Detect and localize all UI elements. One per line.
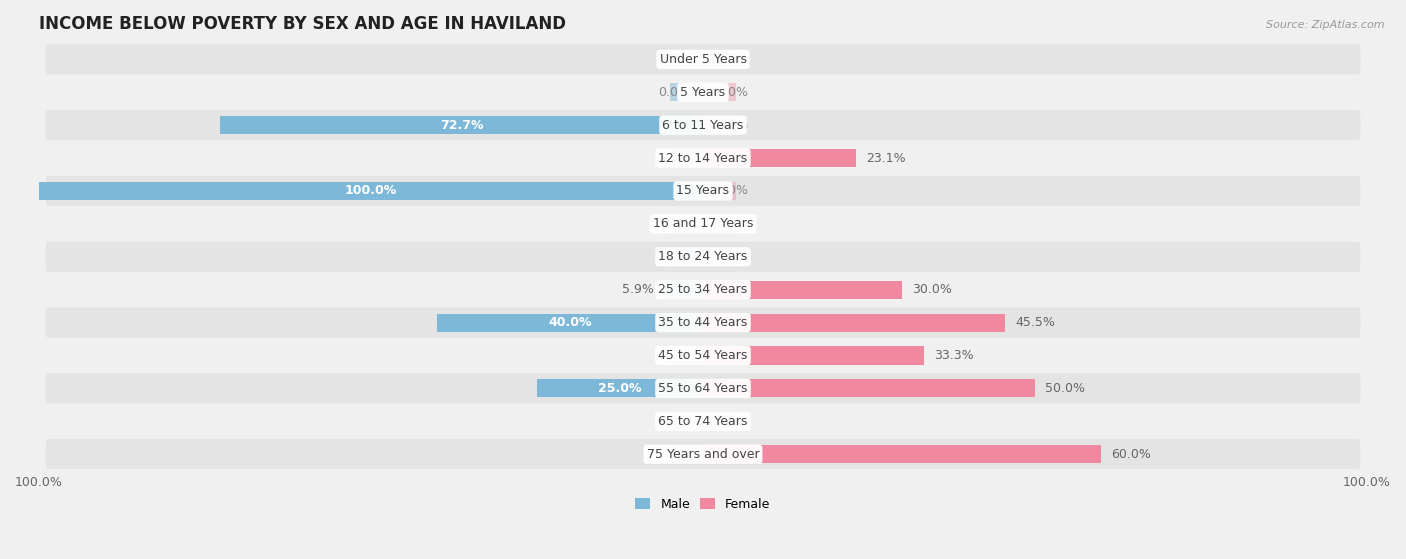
Bar: [669, 50, 703, 68]
Bar: [703, 83, 737, 101]
Bar: [703, 116, 737, 134]
Text: 60.0%: 60.0%: [1111, 448, 1152, 461]
FancyBboxPatch shape: [45, 373, 1361, 404]
FancyBboxPatch shape: [45, 274, 1361, 305]
Bar: [664, 281, 703, 299]
Bar: [703, 248, 737, 266]
Bar: [703, 50, 737, 68]
Bar: [221, 116, 703, 134]
Text: 0.0%: 0.0%: [716, 217, 748, 230]
Bar: [703, 314, 1005, 331]
Bar: [703, 380, 1035, 397]
Text: 25.0%: 25.0%: [598, 382, 641, 395]
Text: 45 to 54 Years: 45 to 54 Years: [658, 349, 748, 362]
Bar: [669, 149, 703, 167]
Text: 72.7%: 72.7%: [440, 119, 484, 132]
Text: 35 to 44 Years: 35 to 44 Years: [658, 316, 748, 329]
Legend: Male, Female: Male, Female: [630, 492, 776, 516]
Text: 40.0%: 40.0%: [548, 316, 592, 329]
Text: 0.0%: 0.0%: [658, 86, 690, 99]
Bar: [703, 412, 737, 430]
Text: 0.0%: 0.0%: [658, 349, 690, 362]
Bar: [703, 215, 737, 233]
Bar: [669, 412, 703, 430]
Text: 45.5%: 45.5%: [1015, 316, 1054, 329]
Text: 75 Years and over: 75 Years and over: [647, 448, 759, 461]
Bar: [703, 347, 924, 364]
Text: 0.0%: 0.0%: [658, 448, 690, 461]
Text: 65 to 74 Years: 65 to 74 Years: [658, 415, 748, 428]
Text: 12 to 14 Years: 12 to 14 Years: [658, 151, 748, 164]
Bar: [537, 380, 703, 397]
Text: 25 to 34 Years: 25 to 34 Years: [658, 283, 748, 296]
Text: 0.0%: 0.0%: [658, 217, 690, 230]
FancyBboxPatch shape: [45, 110, 1361, 140]
Text: 0.0%: 0.0%: [658, 250, 690, 263]
FancyBboxPatch shape: [45, 307, 1361, 338]
Text: 100.0%: 100.0%: [344, 184, 396, 197]
Bar: [669, 83, 703, 101]
Text: 0.0%: 0.0%: [716, 184, 748, 197]
Text: 55 to 64 Years: 55 to 64 Years: [658, 382, 748, 395]
Text: 16 and 17 Years: 16 and 17 Years: [652, 217, 754, 230]
FancyBboxPatch shape: [45, 340, 1361, 371]
Bar: [39, 182, 703, 200]
Text: 5.9%: 5.9%: [621, 283, 654, 296]
Bar: [703, 182, 737, 200]
Bar: [437, 314, 703, 331]
FancyBboxPatch shape: [45, 77, 1361, 107]
FancyBboxPatch shape: [45, 241, 1361, 272]
Text: 6 to 11 Years: 6 to 11 Years: [662, 119, 744, 132]
Bar: [669, 347, 703, 364]
FancyBboxPatch shape: [45, 406, 1361, 437]
Bar: [669, 215, 703, 233]
Text: 0.0%: 0.0%: [716, 250, 748, 263]
Text: 0.0%: 0.0%: [716, 415, 748, 428]
FancyBboxPatch shape: [45, 143, 1361, 173]
Text: 0.0%: 0.0%: [716, 53, 748, 66]
FancyBboxPatch shape: [45, 439, 1361, 470]
Text: 0.0%: 0.0%: [658, 415, 690, 428]
Bar: [669, 248, 703, 266]
Text: Under 5 Years: Under 5 Years: [659, 53, 747, 66]
Text: 15 Years: 15 Years: [676, 184, 730, 197]
Bar: [669, 445, 703, 463]
FancyBboxPatch shape: [45, 176, 1361, 206]
Text: 18 to 24 Years: 18 to 24 Years: [658, 250, 748, 263]
Text: 0.0%: 0.0%: [716, 119, 748, 132]
FancyBboxPatch shape: [45, 209, 1361, 239]
Text: INCOME BELOW POVERTY BY SEX AND AGE IN HAVILAND: INCOME BELOW POVERTY BY SEX AND AGE IN H…: [39, 15, 567, 33]
Text: Source: ZipAtlas.com: Source: ZipAtlas.com: [1267, 20, 1385, 30]
Text: 0.0%: 0.0%: [716, 86, 748, 99]
Text: 0.0%: 0.0%: [658, 53, 690, 66]
Text: 33.3%: 33.3%: [934, 349, 974, 362]
FancyBboxPatch shape: [45, 44, 1361, 74]
Text: 23.1%: 23.1%: [866, 151, 905, 164]
Text: 30.0%: 30.0%: [912, 283, 952, 296]
Text: 0.0%: 0.0%: [658, 151, 690, 164]
Bar: [703, 281, 903, 299]
Text: 50.0%: 50.0%: [1045, 382, 1085, 395]
Bar: [703, 445, 1101, 463]
Bar: [703, 149, 856, 167]
Text: 5 Years: 5 Years: [681, 86, 725, 99]
